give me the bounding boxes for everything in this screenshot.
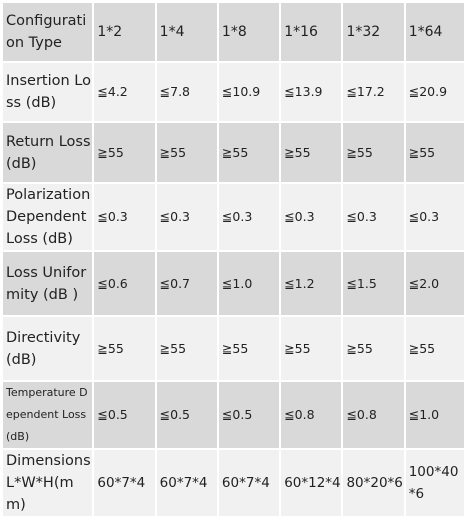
table-cell: ≦1.2	[281, 252, 342, 315]
header-row: Configuration Type 1*2 1*4 1*8 1*16 1*32…	[3, 3, 464, 61]
table-cell: ≦0.5	[94, 382, 155, 448]
header-cell: 1*8	[218, 3, 280, 61]
row-label: Dimensions L*W*H(mm)	[3, 450, 93, 516]
table-cell: 60*7*4	[156, 450, 217, 516]
table-cell: ≦0.3	[156, 184, 217, 250]
table-cell: ≦0.3	[405, 184, 464, 250]
table-cell: ≦0.3	[281, 184, 342, 250]
table-cell: 80*20*6	[343, 450, 404, 516]
table-row-dimensions: Dimensions L*W*H(mm) 60*7*4 60*7*4 60*7*…	[3, 450, 464, 516]
row-label: Polarization Dependent Loss (dB)	[3, 184, 93, 250]
table-cell: ≦4.2	[94, 63, 155, 121]
table-cell: ≦1.0	[405, 382, 464, 448]
table-cell: 60*7*4	[218, 450, 280, 516]
table-cell: ≧55	[343, 317, 404, 380]
table-cell: ≦0.5	[218, 382, 280, 448]
table-cell: ≦2.0	[405, 252, 464, 315]
row-label: Directivity (dB)	[3, 317, 93, 380]
table-cell: ≦0.3	[343, 184, 404, 250]
row-label: Return Loss (dB)	[3, 123, 93, 182]
table-row-temperature-dependent-loss: Temperature Dependent Loss (dB) ≦0.5 ≦0.…	[3, 382, 464, 448]
table-cell: ≧55	[156, 123, 217, 182]
table-cell: ≦0.6	[94, 252, 155, 315]
table-cell: ≦0.3	[94, 184, 155, 250]
header-cell: 1*64	[405, 3, 464, 61]
header-label-configuration-type: Configuration Type	[3, 3, 93, 61]
table-cell: ≧55	[94, 123, 155, 182]
row-label: Loss Uniformity (dB )	[3, 252, 93, 315]
table-cell: ≧55	[218, 123, 280, 182]
table-cell: ≧55	[218, 317, 280, 380]
header-cell: 1*2	[94, 3, 155, 61]
table-cell: ≧55	[405, 317, 464, 380]
table-cell: ≦20.9	[405, 63, 464, 121]
table-cell: ≦1.0	[218, 252, 280, 315]
table-cell: 100*40*6	[405, 450, 464, 516]
header-cell: 1*4	[156, 3, 217, 61]
row-label: Insertion Loss (dB)	[3, 63, 93, 121]
table-cell: ≦10.9	[218, 63, 280, 121]
table-cell: ≧55	[281, 317, 342, 380]
table-cell: ≧55	[405, 123, 464, 182]
table-row-return-loss: Return Loss (dB) ≧55 ≧55 ≧55 ≧55 ≧55 ≧55	[3, 123, 464, 182]
header-cell: 1*32	[343, 3, 404, 61]
table-cell: ≧55	[156, 317, 217, 380]
header-cell: 1*16	[281, 3, 342, 61]
table-cell: ≦13.9	[281, 63, 342, 121]
table-cell: ≧55	[94, 317, 155, 380]
table-cell: ≧55	[343, 123, 404, 182]
table-cell: ≦0.3	[218, 184, 280, 250]
table-cell: ≦0.8	[281, 382, 342, 448]
table-cell: ≦0.8	[343, 382, 404, 448]
table-row-directivity: Directivity (dB) ≧55 ≧55 ≧55 ≧55 ≧55 ≧55	[3, 317, 464, 380]
table-row-insertion-loss: Insertion Loss (dB) ≦4.2 ≦7.8 ≦10.9 ≦13.…	[3, 63, 464, 121]
table-cell: 60*12*4	[281, 450, 342, 516]
table-cell: 60*7*4	[94, 450, 155, 516]
table-cell: ≦0.7	[156, 252, 217, 315]
row-label: Temperature Dependent Loss (dB)	[3, 382, 93, 448]
table-cell: ≦7.8	[156, 63, 217, 121]
table-row-polarization-dependent-loss: Polarization Dependent Loss (dB) ≦0.3 ≦0…	[3, 184, 464, 250]
table-row-loss-uniformity: Loss Uniformity (dB ) ≦0.6 ≦0.7 ≦1.0 ≦1.…	[3, 252, 464, 315]
table-cell: ≦17.2	[343, 63, 404, 121]
table-cell: ≦0.5	[156, 382, 217, 448]
table-cell: ≦1.5	[343, 252, 404, 315]
table-cell: ≧55	[281, 123, 342, 182]
